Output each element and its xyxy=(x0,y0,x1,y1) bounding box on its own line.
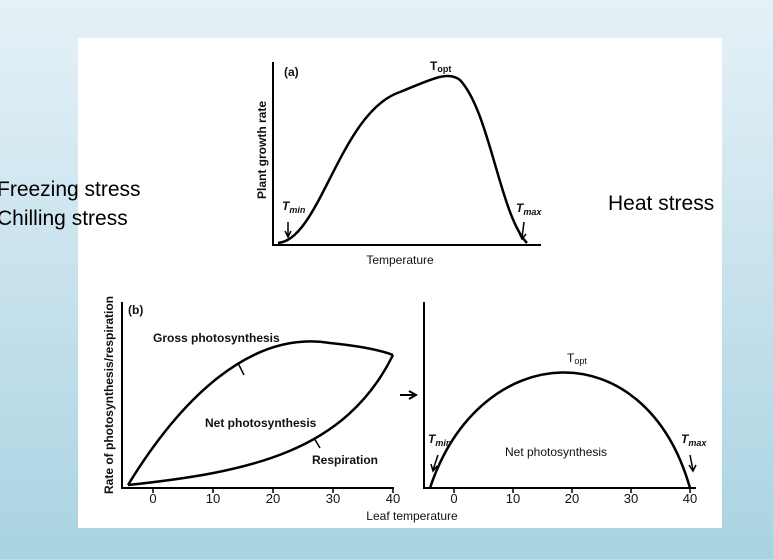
tick-label: 40 xyxy=(386,491,400,506)
leader xyxy=(237,362,245,376)
respiration-label: Respiration xyxy=(312,453,378,467)
x-axis-label: Temperature xyxy=(366,253,434,267)
tick-label: 20 xyxy=(565,491,579,506)
tick-label: 0 xyxy=(450,491,457,506)
sub: max xyxy=(688,438,707,448)
t: T xyxy=(428,432,437,446)
respiration-curve xyxy=(127,354,395,487)
t-min: Tmin xyxy=(282,199,306,215)
arrow xyxy=(400,390,419,400)
heat-label: Heat stress xyxy=(608,192,714,215)
net-curve xyxy=(428,371,692,489)
freezing-label: Freezing stress xyxy=(0,178,141,201)
leader xyxy=(313,437,321,449)
arrow xyxy=(430,454,439,473)
arrow xyxy=(284,222,292,239)
tick-label: 10 xyxy=(206,491,220,506)
t: T xyxy=(282,199,291,213)
panel-label: (a) xyxy=(284,65,299,79)
tick-label: 10 xyxy=(506,491,520,506)
net-label: Net photosynthesis xyxy=(205,416,317,430)
sub: min xyxy=(289,205,306,215)
y-axis-label: Rate of photosynthesis/respiration xyxy=(102,296,116,494)
t: T xyxy=(681,432,690,446)
t-opt: Topt xyxy=(567,351,587,366)
t-max: Tmax xyxy=(516,201,542,217)
gross-label: Gross photosynthesis xyxy=(153,331,280,345)
t-min: Tmin xyxy=(428,432,452,448)
sub: opt xyxy=(574,356,587,366)
tick-label: 0 xyxy=(149,491,156,506)
tick-label: 30 xyxy=(326,491,340,506)
sub: min xyxy=(435,438,452,448)
t: T xyxy=(430,59,438,73)
t-opt: Topt xyxy=(430,59,451,74)
arrow xyxy=(688,454,697,473)
sub: max xyxy=(523,207,542,217)
tick-label: 20 xyxy=(266,491,280,506)
t-max: Tmax xyxy=(681,432,707,448)
chilling-label: Chilling stress xyxy=(0,207,128,230)
tick-label: 40 xyxy=(683,491,697,506)
net-label: Net photosynthesis xyxy=(505,445,607,459)
x-axis-label: Leaf temperature xyxy=(366,509,458,523)
t: T xyxy=(567,351,575,365)
arrow xyxy=(518,221,527,241)
t: T xyxy=(516,201,525,215)
gross-curve xyxy=(126,340,394,486)
y-axis-label: Plant growth rate xyxy=(255,101,269,199)
figure-panel xyxy=(78,38,722,528)
panel-label: (b) xyxy=(128,303,143,317)
sub: opt xyxy=(437,64,451,74)
growth-curve xyxy=(277,74,528,245)
tick-label: 30 xyxy=(624,491,638,506)
